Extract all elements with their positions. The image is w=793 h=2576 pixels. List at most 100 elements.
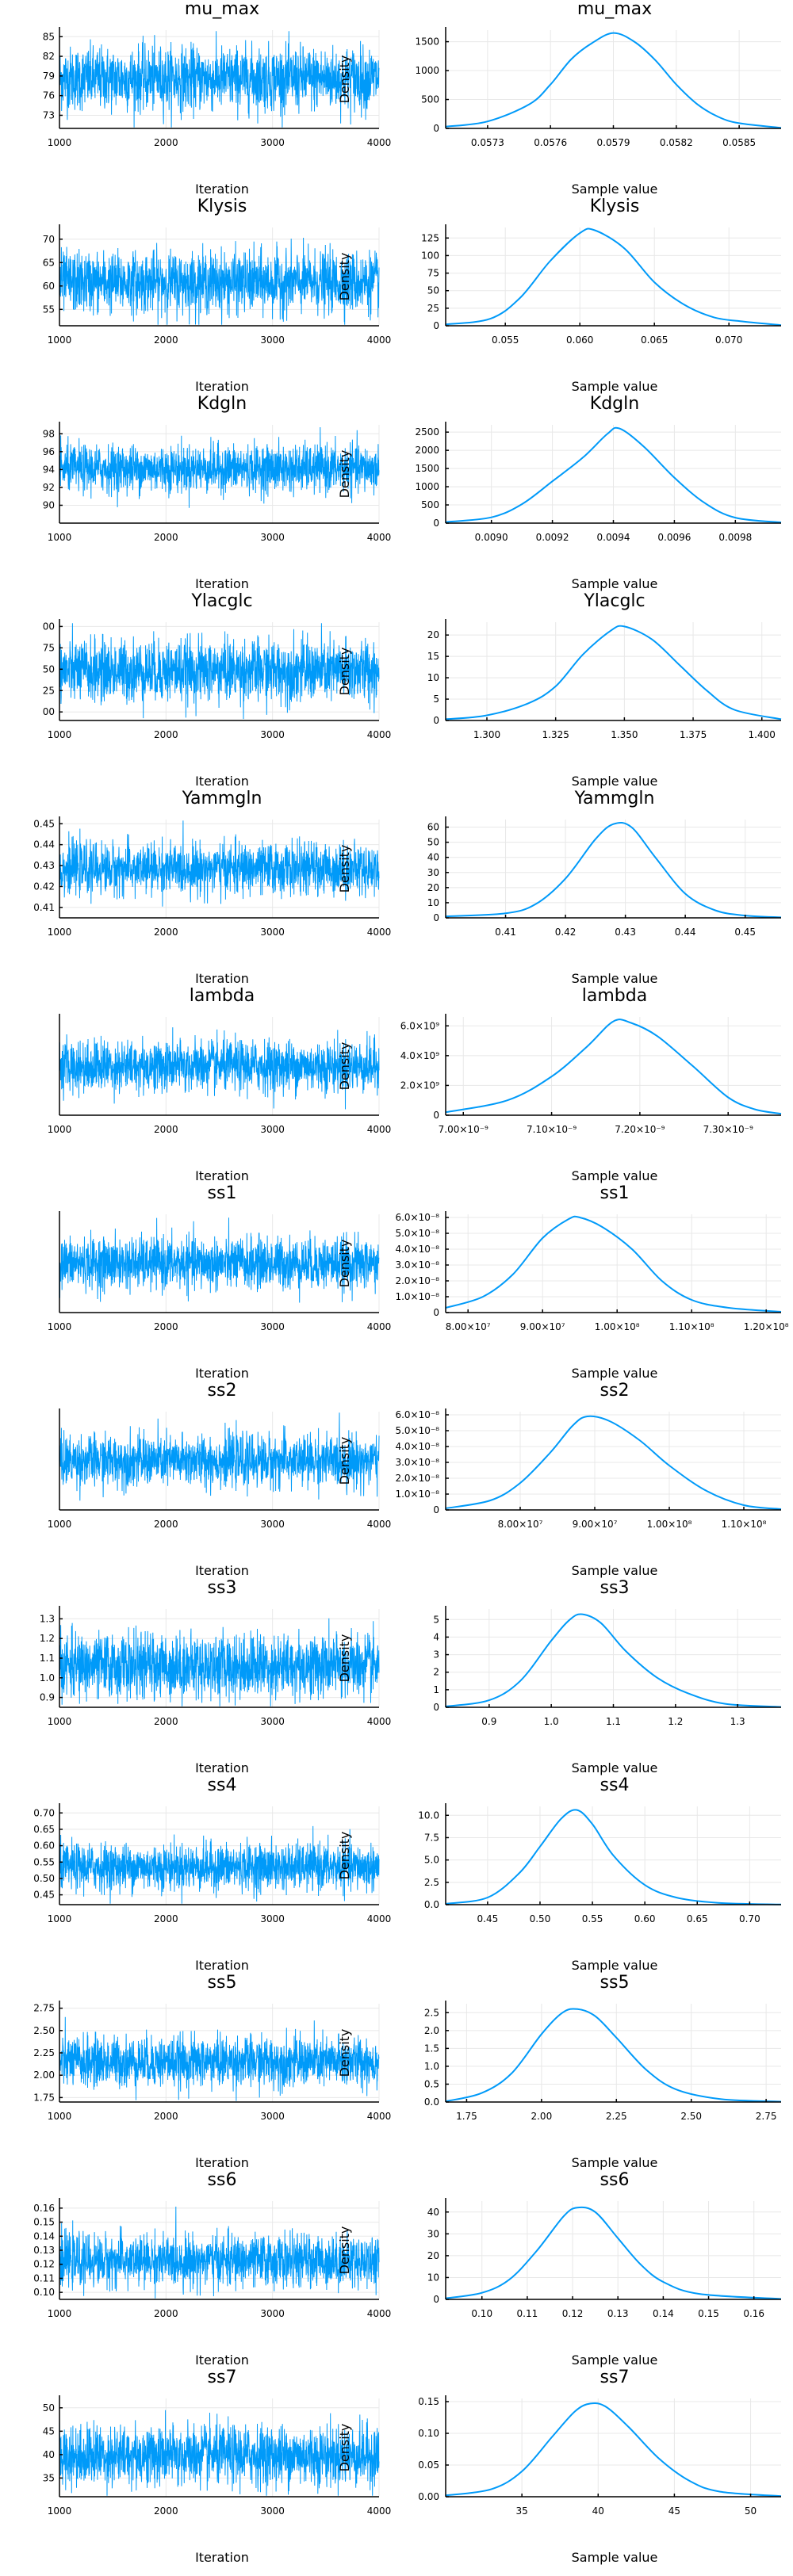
y-tick-label: 0.9	[40, 1692, 55, 1703]
y-tick-label: 0.10	[418, 2428, 439, 2439]
row-ss6: ss6 1000 2000 3000 4000 0.10 0.11 0.12 0.13 0.14 0…	[33, 2170, 782, 2368]
trace-title: Yammgln	[182, 789, 262, 808]
x-tick-label: 3000	[260, 1321, 285, 1332]
x-axis-label: Iteration	[195, 2352, 249, 2368]
x-tick-label: 4000	[367, 2308, 392, 2319]
y-tick-label: 79	[43, 71, 55, 82]
x-tick-label: 1000	[48, 334, 72, 346]
x-tick-label: 0.55	[582, 1913, 603, 1924]
x-tick-label: 4000	[367, 2111, 392, 2122]
y-tick-label: 0.10	[33, 2287, 55, 2298]
x-tick-label: 1.00×10⁸	[595, 1321, 640, 1332]
x-tick-label: 1.400	[749, 729, 776, 740]
y-tick-label: 4.0×10⁻⁸	[395, 1244, 439, 1255]
x-tick-label: 1.350	[611, 729, 638, 740]
y-tick-label: 1.75	[33, 2092, 55, 2103]
x-tick-label: 1000	[48, 137, 72, 148]
y-tick-label: 1	[433, 1684, 439, 1695]
x-tick-label: 2000	[154, 2111, 178, 2122]
x-tick-label: 2000	[154, 1321, 178, 1332]
y-tick-label: 00	[43, 706, 55, 717]
x-tick-label: 0.0573	[471, 137, 504, 148]
trace-title: ss4	[208, 1775, 237, 1795]
x-tick-label: 45	[668, 2505, 680, 2517]
x-tick-label: 4000	[367, 334, 392, 346]
trace-series	[59, 1618, 380, 1707]
y-tick-label: 4	[433, 1631, 439, 1642]
density-curve	[445, 1415, 782, 1510]
x-tick-label: 1.325	[542, 729, 569, 740]
y-tick-label: 0.41	[33, 902, 55, 913]
x-tick-label: 0.0092	[536, 532, 569, 543]
x-tick-label: 0.0582	[660, 137, 693, 148]
x-tick-label: 1000	[48, 1913, 72, 1924]
density-curve	[445, 1019, 782, 1115]
x-tick-label: 2000	[154, 1124, 178, 1135]
trace-series	[59, 2016, 380, 2101]
y-tick-label: 0	[433, 320, 439, 331]
y-tick-label: 0	[433, 1110, 439, 1121]
x-tick-label: 9.00×10⁷	[573, 1519, 618, 1530]
y-tick-label: 0	[433, 715, 439, 726]
y-axis-label: Density	[337, 55, 352, 104]
y-tick-label: 2.0×10⁹	[400, 1080, 439, 1091]
y-tick-label: 1500	[415, 36, 439, 48]
row-ss7: ss7 1000 2000 3000 4000 35 40 45 50 Iteration ss7 3…	[43, 2368, 782, 2565]
y-tick-label: 1.0×10⁻⁸	[395, 1291, 439, 1302]
density-title: ss6	[600, 2170, 630, 2190]
x-tick-label: 4000	[367, 1321, 392, 1332]
y-tick-label: 3.0×10⁻⁸	[395, 1259, 439, 1271]
density-panel-Ylacglc: Ylacglc 1.300 1.325 1.350 1.375 1.400 0 5 10 15 20…	[337, 591, 782, 789]
y-tick-label: 25	[427, 303, 439, 314]
x-tick-label: 3000	[260, 2111, 285, 2122]
density-title: ss2	[600, 1381, 630, 1401]
x-axis-label: Sample value	[572, 379, 658, 394]
x-tick-label: 3000	[260, 1124, 285, 1135]
y-tick-label: 92	[43, 482, 55, 493]
y-tick-label: 82	[43, 51, 55, 62]
density-title: lambda	[582, 986, 647, 1006]
density-curve	[445, 1215, 782, 1313]
x-axis-label: Iteration	[195, 182, 249, 197]
y-tick-label: 2.75	[33, 2003, 55, 2014]
trace-series	[59, 31, 380, 128]
x-tick-label: 0.9	[481, 1716, 496, 1727]
density-title: ss5	[600, 1973, 630, 1993]
y-tick-label: 0.45	[33, 1890, 55, 1901]
y-tick-label: 0.65	[33, 1824, 55, 1835]
x-axis-label: Sample value	[572, 2550, 658, 2565]
density-curve	[445, 426, 782, 524]
y-tick-label: 4.0×10⁻⁸	[395, 1441, 439, 1452]
x-tick-label: 40	[592, 2505, 604, 2517]
x-tick-label: 0.45	[734, 927, 756, 938]
trace-panel-ss1: ss1 1000 2000 3000 4000 Iteration	[48, 1183, 392, 1381]
x-tick-label: 1000	[48, 1321, 72, 1332]
x-tick-label: 0.13	[607, 2308, 629, 2319]
y-tick-label: 2.0×10⁻⁸	[395, 1275, 439, 1286]
x-axis-label: Sample value	[572, 1168, 658, 1183]
y-tick-label: 0.00	[418, 2491, 439, 2502]
x-axis-label: Sample value	[572, 2155, 658, 2170]
x-tick-label: 2.00	[531, 2111, 552, 2122]
y-tick-label: 0.14	[33, 2230, 55, 2242]
y-tick-label: 0.0	[424, 2096, 439, 2108]
y-tick-label: 4.0×10⁹	[400, 1050, 439, 1061]
y-tick-label: 2.5	[424, 1877, 439, 1888]
y-tick-label: 75	[427, 268, 439, 279]
x-axis-label: Sample value	[572, 774, 658, 789]
trace-panel-ss7: ss7 1000 2000 3000 4000 35 40 45 50 Iteration	[43, 2368, 392, 2565]
trace-series	[59, 1825, 380, 1904]
x-tick-label: 1000	[48, 1124, 72, 1135]
y-tick-label: 30	[427, 867, 439, 878]
x-tick-label: 0.055	[492, 334, 519, 346]
density-title: Ylacglc	[583, 591, 645, 611]
y-tick-label: 7.5	[424, 1832, 439, 1843]
x-tick-label: 7.00×10⁻⁹	[439, 1124, 488, 1135]
y-tick-label: 50	[43, 2402, 55, 2414]
y-tick-label: 1.0×10⁻⁸	[395, 1489, 439, 1500]
y-tick-label: 40	[43, 2449, 55, 2460]
x-tick-label: 3000	[260, 334, 285, 346]
y-tick-label: 2000	[415, 445, 439, 456]
density-panel-mu_max: mu_max 0.0573 0.0576 0.0579 0.0582 0.0585 0 500…	[337, 0, 782, 197]
density-panel-Kdgln: Kdgln 0.0090 0.0092 0.0094 0.0096 0.0098 0 500 1…	[337, 394, 782, 591]
